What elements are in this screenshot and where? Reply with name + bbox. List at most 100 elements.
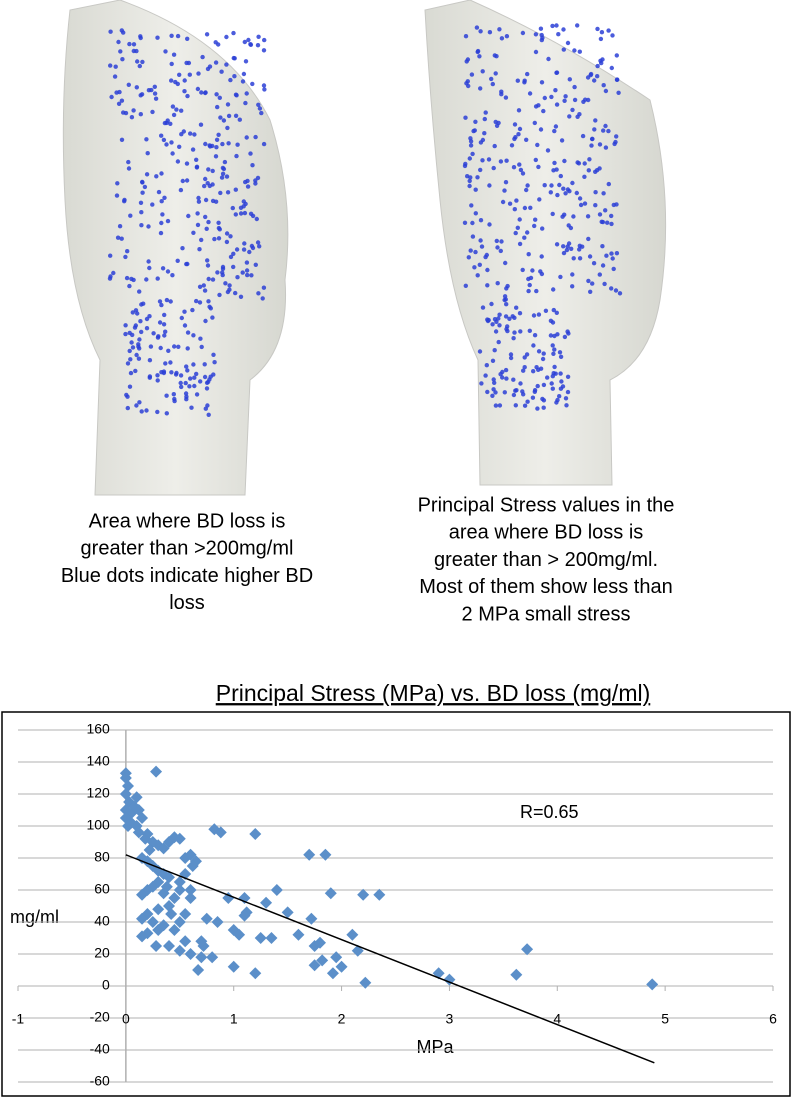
- blue-dot: [152, 91, 158, 96]
- scatter-point: [510, 968, 523, 981]
- blue-dot: [214, 145, 219, 150]
- blue-dot: [178, 373, 184, 378]
- scatter-point: [326, 967, 339, 980]
- blue-dot: [183, 380, 188, 386]
- blue-dot: [155, 35, 160, 40]
- blue-dot: [127, 348, 132, 354]
- blue-dot: [187, 72, 192, 77]
- blue-dot: [595, 26, 600, 32]
- blue-dot: [473, 187, 478, 192]
- scatter-point: [163, 940, 175, 952]
- blue-dot: [261, 83, 267, 88]
- scatter-point: [173, 832, 186, 845]
- blue-dot: [493, 71, 498, 76]
- blue-dot: [221, 166, 227, 172]
- scatter-point: [165, 908, 178, 920]
- blue-dot: [255, 43, 261, 48]
- blue-dot: [532, 223, 537, 229]
- blue-dot: [245, 272, 250, 278]
- blue-dot: [505, 328, 510, 334]
- blue-dot: [131, 42, 137, 47]
- blue-dot: [215, 270, 220, 275]
- scatter-point: [143, 844, 156, 856]
- blue-dot: [210, 182, 215, 187]
- blue-dot: [172, 344, 177, 349]
- scatter-point: [146, 916, 159, 928]
- blue-dot: [567, 114, 572, 119]
- blue-dot: [498, 159, 504, 164]
- caption-line: greater than > 200mg/ml.: [434, 549, 658, 571]
- blue-dot: [490, 393, 495, 398]
- blue-dot: [197, 300, 203, 305]
- blue-dot: [228, 254, 234, 260]
- blue-dot: [203, 176, 208, 182]
- blue-dot: [543, 308, 549, 313]
- blue-dot: [220, 266, 226, 271]
- blue-dot: [206, 299, 211, 304]
- blue-dot: [508, 352, 514, 357]
- blue-dot: [533, 217, 538, 222]
- blue-dot: [253, 262, 258, 267]
- blue-dot: [541, 351, 546, 356]
- blue-dot: [492, 53, 497, 58]
- blue-dot: [155, 409, 160, 415]
- scatter-point: [173, 944, 186, 957]
- blue-dot: [514, 305, 519, 310]
- blue-dot: [182, 89, 187, 94]
- blue-dot: [507, 201, 513, 206]
- blue-dot: [545, 148, 551, 153]
- blue-dot: [192, 132, 197, 137]
- blue-dot: [198, 379, 203, 384]
- blue-dot: [206, 167, 211, 172]
- blue-dot: [217, 95, 222, 101]
- blue-dot: [504, 158, 509, 163]
- blue-dot: [125, 361, 131, 366]
- blue-dot: [470, 234, 476, 239]
- blue-dot: [122, 199, 127, 204]
- blue-dot: [601, 191, 606, 196]
- scatter-point: [184, 884, 197, 896]
- blue-dot: [227, 283, 232, 288]
- blue-dot: [221, 118, 227, 123]
- blue-dot: [205, 258, 210, 263]
- blue-dot: [498, 248, 503, 254]
- blue-dot: [233, 113, 239, 119]
- annotation: R=0.65: [520, 802, 579, 822]
- blue-dot: [121, 30, 126, 35]
- blue-dot: [565, 40, 571, 46]
- blue-dot: [586, 236, 591, 242]
- blue-dot: [511, 392, 517, 398]
- blue-dot: [585, 214, 591, 219]
- blue-dot: [134, 85, 139, 90]
- blue-dot: [551, 351, 556, 356]
- blue-dot: [162, 120, 168, 126]
- blue-dot: [534, 288, 539, 294]
- blue-dot: [469, 72, 475, 77]
- blue-dot: [174, 370, 179, 376]
- blue-dot: [144, 326, 150, 331]
- blue-dot: [216, 132, 221, 137]
- scatter-point: [316, 954, 329, 967]
- blue-dot: [124, 275, 130, 281]
- blue-dot: [486, 157, 492, 162]
- blue-dot: [606, 128, 611, 134]
- blue-dot: [597, 272, 602, 277]
- blue-dot: [540, 356, 546, 362]
- blue-dot: [514, 388, 519, 393]
- blue-dot: [137, 400, 142, 405]
- blue-dot: [466, 83, 471, 89]
- scatter-point: [119, 812, 132, 824]
- blue-dot: [243, 179, 248, 185]
- blue-dot: [205, 263, 211, 268]
- blue-dot: [552, 160, 557, 166]
- blue-dot: [478, 29, 483, 34]
- blue-dot: [614, 251, 620, 256]
- scatter-point: [292, 928, 305, 941]
- blue-dot: [249, 273, 254, 278]
- blue-dot: [138, 112, 143, 117]
- scatter-point: [227, 960, 240, 973]
- blue-dot: [220, 171, 226, 176]
- blue-dot: [504, 376, 509, 381]
